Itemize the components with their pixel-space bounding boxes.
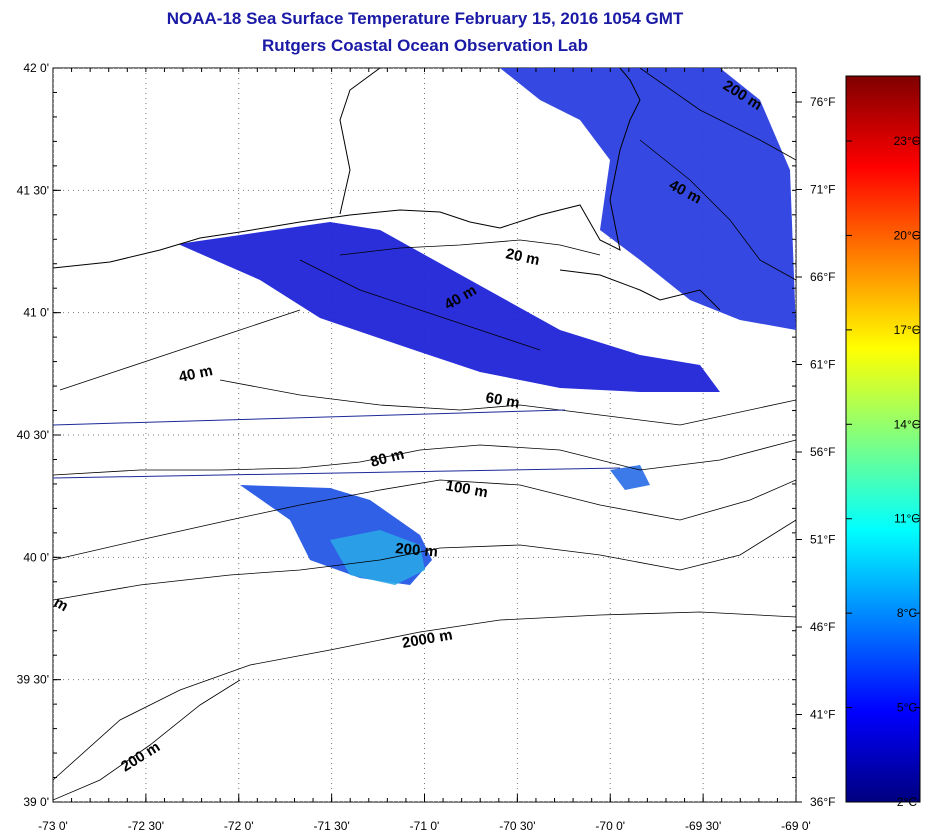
x-tick-label: -70 30' — [499, 819, 535, 833]
celsius-tick-label: 14°C — [894, 417, 921, 431]
y-tick-label: 39 0' — [23, 795, 49, 809]
x-tick-label: -69 30' — [685, 819, 721, 833]
x-tick-label: -70 0' — [595, 819, 625, 833]
celsius-tick-label: 8°C — [897, 606, 917, 620]
map-content: 200 m 40 m 20 m 40 m 40 m 60 m 80 m 100 … — [53, 68, 796, 802]
sst-patch-east — [610, 465, 650, 490]
contour-40m-west — [59, 309, 301, 391]
fahrenheit-tick-label: 61°F — [810, 358, 835, 372]
fahrenheit-tick-label: 41°F — [810, 708, 835, 722]
y-tick-label: 42 0' — [23, 61, 49, 75]
map-title: NOAA-18 Sea Surface Temperature February… — [166, 9, 684, 28]
x-tick-label: -71 0' — [410, 819, 440, 833]
fahrenheit-ticks: 76°F 71°F 66°F 61°F 56°F 51°F 46°F 41°F 36°F — [796, 95, 835, 809]
temperature-colorbar — [845, 75, 921, 803]
celsius-tick-label: 20°C — [894, 228, 921, 242]
swath-edge-1 — [53, 409, 566, 426]
contour-100m — [53, 479, 796, 561]
depth-label-40m-west: 40 m — [177, 362, 214, 386]
y-axis-ticks: 42 0' 41 30' 41 0' 40 30' 40 0' 39 30' 39 0' — [17, 61, 796, 809]
celsius-tick-label: 17°C — [894, 323, 921, 337]
contour-40m-mid — [299, 259, 541, 351]
swath-edge-2 — [53, 467, 621, 479]
contour-200m-sw — [53, 679, 241, 801]
contour-40m-ne — [639, 139, 796, 281]
celsius-tick-label: 2°C — [897, 795, 917, 809]
y-tick-label: 40 30' — [17, 428, 49, 442]
contour-200m — [53, 519, 796, 601]
y-tick-label: 40 0' — [23, 550, 49, 564]
fahrenheit-tick-label: 76°F — [810, 95, 835, 109]
celsius-tick-label: 23°C — [894, 134, 921, 148]
depth-label-60m: 60 m — [484, 389, 521, 412]
x-tick-label: -71 30' — [313, 819, 349, 833]
celsius-tick-label: 11°C — [894, 512, 920, 526]
fahrenheit-tick-label: 51°F — [810, 533, 835, 547]
x-tick-label: -73 0' — [38, 819, 68, 833]
coastline-long-island — [53, 209, 501, 269]
contour-80m — [53, 439, 796, 476]
celsius-ticks: 23°C 20°C 17°C 14°C 11°C 8°C 5°C 2°C — [846, 134, 921, 809]
sst-swath-north — [178, 222, 720, 392]
contour-2000m — [53, 611, 796, 781]
x-tick-label: -69 0' — [781, 819, 811, 833]
sst-warm-patch — [330, 530, 425, 585]
x-tick-label: -72 30' — [128, 819, 164, 833]
fahrenheit-tick-label: 66°F — [810, 270, 835, 284]
map-subtitle: Rutgers Coastal Ocean Observation Lab — [262, 36, 588, 55]
fahrenheit-tick-label: 71°F — [810, 183, 835, 197]
fahrenheit-tick-label: 36°F — [810, 795, 835, 809]
fahrenheit-tick-label: 56°F — [810, 445, 835, 459]
coastline-north — [339, 68, 381, 215]
y-tick-label: 39 30' — [17, 673, 49, 687]
x-axis-ticks: -73 0' -72 30' -72 0' -71 30' -71 0' -70 30' -… — [38, 68, 811, 833]
contour-200m-ne — [639, 68, 796, 161]
depth-label-20m: 20 m — [504, 245, 541, 269]
celsius-tick-label: 5°C — [897, 701, 917, 715]
depth-label-200m-shelf: 200 m — [395, 540, 439, 561]
sst-swath-northeast — [500, 68, 796, 330]
coastline-capecod — [499, 68, 641, 251]
contour-20m — [339, 239, 601, 256]
coastline-islands — [559, 269, 721, 311]
fahrenheit-tick-label: 46°F — [810, 620, 835, 634]
y-tick-label: 41 0' — [23, 306, 49, 320]
x-tick-label: -72 0' — [224, 819, 254, 833]
y-tick-label: 41 30' — [17, 183, 49, 197]
contour-60m — [219, 379, 796, 426]
